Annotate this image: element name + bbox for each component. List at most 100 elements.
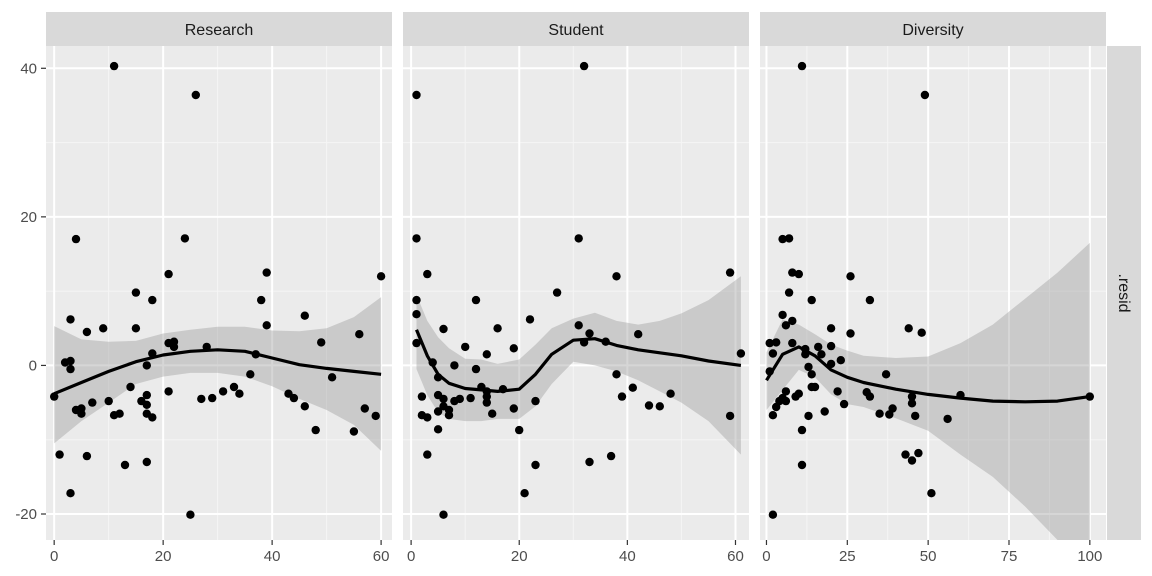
- y-axis-label: .resid: [1115, 273, 1132, 312]
- data-point: [509, 404, 518, 413]
- data-point: [164, 269, 173, 279]
- data-point: [797, 460, 807, 470]
- data-point: [423, 413, 432, 422]
- data-point: [881, 370, 891, 379]
- data-point: [725, 411, 735, 421]
- x-tick-label: 0: [762, 548, 770, 565]
- data-point: [433, 407, 443, 416]
- data-point: [450, 361, 459, 370]
- x-tick-label: 0: [50, 548, 58, 565]
- data-point: [229, 382, 239, 392]
- data-point: [109, 61, 119, 71]
- panel-student: Student 0 20 40 60: [403, 12, 749, 565]
- y-tick-label: 20: [20, 209, 37, 226]
- data-point: [412, 90, 421, 100]
- smooth-line: [765, 345, 1091, 404]
- data-point: [846, 272, 855, 281]
- data-point: [412, 310, 421, 319]
- data-point: [66, 356, 75, 366]
- data-point: [423, 450, 432, 459]
- data-point: [765, 338, 774, 348]
- data-point: [778, 310, 787, 320]
- data-point: [725, 268, 735, 277]
- x-tick-label: 0: [407, 548, 415, 565]
- data-point: [794, 389, 803, 398]
- data-point: [907, 392, 917, 401]
- panel-diversity: Diversity 0 25 50 75 100: [760, 12, 1106, 565]
- data-point: [917, 328, 926, 337]
- data-point: [82, 451, 92, 461]
- x-tick-label: 40: [264, 548, 281, 565]
- data-point: [655, 402, 664, 411]
- data-point: [142, 457, 151, 467]
- data-point: [327, 373, 337, 382]
- data-point: [257, 295, 266, 305]
- data-point: [574, 321, 583, 330]
- data-point: [836, 356, 845, 365]
- x-tick-label: 60: [727, 548, 744, 565]
- x-tick-label: 25: [839, 548, 856, 565]
- data-point: [439, 510, 448, 519]
- data-point: [433, 425, 443, 434]
- data-point: [628, 383, 637, 392]
- data-point: [471, 295, 481, 305]
- panel-background: [760, 46, 1106, 540]
- data-point: [262, 268, 271, 277]
- x-tick-label: 20: [511, 548, 528, 565]
- data-point: [66, 364, 75, 374]
- data-point: [482, 398, 491, 407]
- data-point: [262, 321, 271, 330]
- data-point: [423, 269, 432, 279]
- panel-background: [403, 46, 749, 540]
- data-point: [235, 389, 244, 398]
- data-point: [66, 315, 75, 324]
- data-point: [191, 90, 200, 100]
- data-point: [164, 387, 173, 396]
- data-point: [197, 394, 206, 404]
- y-tick-label: 40: [20, 60, 37, 77]
- data-point: [804, 411, 813, 421]
- data-point: [784, 234, 794, 243]
- data-point: [772, 338, 781, 347]
- data-point: [781, 387, 791, 396]
- data-point: [736, 349, 746, 358]
- data-point: [355, 330, 364, 339]
- data-point: [612, 370, 621, 379]
- data-point: [833, 387, 842, 396]
- data-point: [865, 295, 875, 305]
- data-point: [927, 489, 936, 498]
- data-point: [531, 460, 540, 470]
- data-point: [376, 272, 386, 281]
- data-point: [804, 362, 813, 372]
- data-point: [412, 234, 421, 243]
- data-point: [768, 510, 778, 519]
- data-point: [126, 382, 135, 392]
- confidence-band: [416, 276, 741, 455]
- data-point: [907, 399, 917, 408]
- data-point: [148, 295, 157, 305]
- data-point: [817, 350, 826, 359]
- data-point: [131, 288, 141, 297]
- data-point: [515, 425, 524, 435]
- data-point: [820, 407, 829, 416]
- data-point: [71, 234, 81, 244]
- data-point: [115, 409, 124, 418]
- data-point: [901, 450, 910, 459]
- facet-strip: [46, 12, 392, 46]
- data-point: [904, 324, 913, 333]
- data-point: [797, 61, 807, 71]
- data-point: [180, 234, 190, 243]
- data-point: [781, 321, 791, 330]
- data-point: [471, 364, 481, 374]
- data-point: [574, 234, 583, 243]
- data-point: [482, 392, 491, 401]
- y-label-strip: [1107, 46, 1141, 540]
- data-point: [99, 324, 108, 333]
- data-point: [585, 329, 594, 338]
- data-point: [317, 338, 326, 347]
- data-point: [778, 234, 787, 244]
- data-point: [797, 425, 807, 435]
- data-point: [55, 450, 64, 459]
- data-point: [907, 456, 917, 465]
